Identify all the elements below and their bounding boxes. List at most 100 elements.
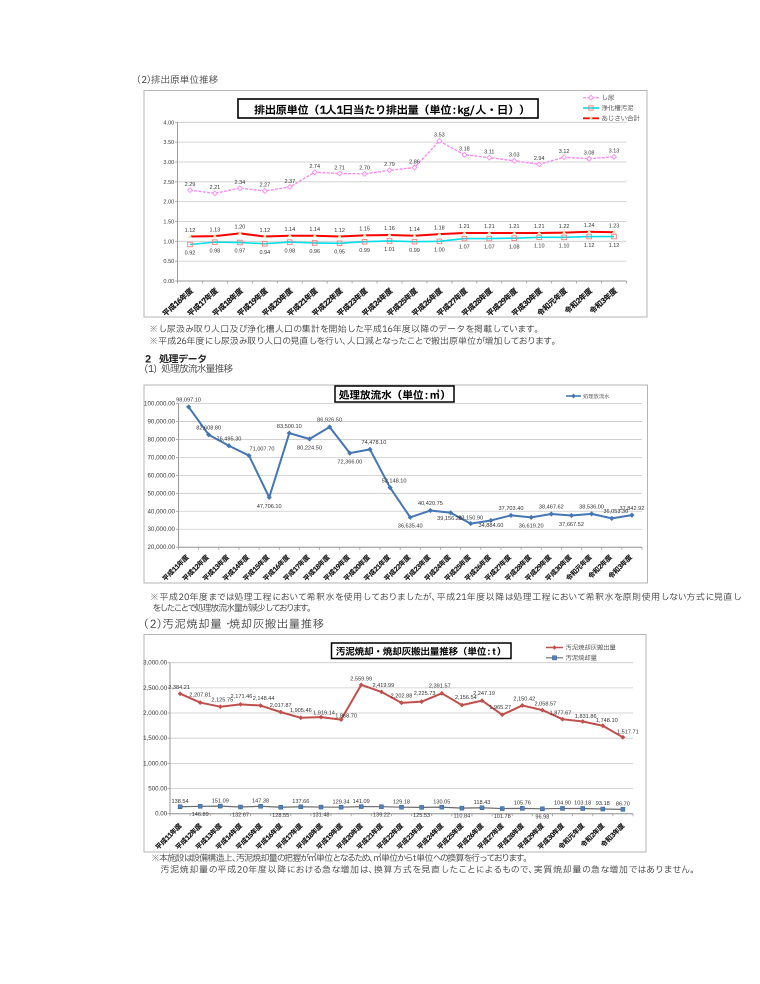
svg-text:80,000.00: 80,000.00 <box>147 436 175 443</box>
svg-text:3.18: 3.18 <box>459 147 470 153</box>
svg-text:1.12: 1.12 <box>259 228 270 234</box>
svg-text:86,926.50: 86,926.50 <box>317 418 342 424</box>
svg-text:2.27: 2.27 <box>259 183 270 189</box>
svg-text:2.34: 2.34 <box>235 180 246 186</box>
svg-text:2.00: 2.00 <box>163 200 174 206</box>
svg-text:30,000.00: 30,000.00 <box>147 526 175 533</box>
svg-text:1.10: 1.10 <box>534 244 545 250</box>
svg-text:0.99: 0.99 <box>359 248 370 254</box>
svg-text:1.20: 1.20 <box>235 225 246 231</box>
svg-text:1.22: 1.22 <box>559 224 570 230</box>
svg-text:1.21: 1.21 <box>534 224 545 230</box>
svg-text:50,000.00: 50,000.00 <box>147 490 175 497</box>
svg-text:34,884.60: 34,884.60 <box>478 523 503 529</box>
svg-text:1.00: 1.00 <box>434 248 445 254</box>
svg-text:1.00: 1.00 <box>163 239 174 245</box>
svg-text:2,384.21: 2,384.21 <box>168 685 190 691</box>
svg-text:96.98: 96.98 <box>535 814 549 820</box>
svg-text:47,706.10: 47,706.10 <box>257 504 282 510</box>
svg-text:2,391.57: 2,391.57 <box>429 683 451 689</box>
svg-text:98,097.10: 98,097.10 <box>176 398 201 404</box>
svg-text:1.13: 1.13 <box>210 227 221 233</box>
svg-text:1.21: 1.21 <box>509 224 520 230</box>
svg-text:83,500.10: 83,500.10 <box>277 424 302 430</box>
svg-text:37,667.52: 37,667.52 <box>559 522 584 528</box>
svg-text:105.76: 105.76 <box>514 801 531 807</box>
svg-text:38,536.00: 38,536.00 <box>579 505 604 511</box>
svg-text:1,000.00: 1,000.00 <box>143 760 168 767</box>
svg-text:0.98: 0.98 <box>284 248 295 254</box>
svg-text:72,366.00: 72,366.00 <box>337 460 362 466</box>
svg-text:118.43: 118.43 <box>474 800 491 806</box>
svg-text:100,000.00: 100,000.00 <box>144 401 176 408</box>
svg-text:1.07: 1.07 <box>484 245 495 251</box>
svg-text:1.21: 1.21 <box>484 224 495 230</box>
svg-text:3.08: 3.08 <box>584 151 595 157</box>
svg-text:1.12: 1.12 <box>334 228 345 234</box>
svg-text:1.10: 1.10 <box>559 244 570 250</box>
svg-text:0.95: 0.95 <box>334 250 345 256</box>
svg-text:36,619.20: 36,619.20 <box>519 524 544 530</box>
svg-text:138.54: 138.54 <box>172 799 189 805</box>
svg-text:2,247.19: 2,247.19 <box>473 691 495 697</box>
svg-text:1.14: 1.14 <box>309 227 320 233</box>
svg-text:2.70: 2.70 <box>359 166 370 172</box>
svg-text:1.07: 1.07 <box>459 245 470 251</box>
svg-text:151.09: 151.09 <box>212 798 229 804</box>
svg-text:2,156.54: 2,156.54 <box>455 695 477 701</box>
svg-text:2.74: 2.74 <box>309 164 320 170</box>
svg-text:36,053.30: 36,053.30 <box>603 509 628 515</box>
svg-text:1.14: 1.14 <box>284 227 295 233</box>
svg-text:93.18: 93.18 <box>596 801 610 807</box>
svg-text:2.94: 2.94 <box>534 156 545 162</box>
svg-text:2,207.81: 2,207.81 <box>189 693 211 699</box>
svg-text:0.94: 0.94 <box>259 250 270 256</box>
svg-text:131.48: 131.48 <box>312 813 329 819</box>
svg-text:1,831.86: 1,831.86 <box>575 714 597 720</box>
svg-text:1,868.70: 1,868.70 <box>335 714 357 720</box>
svg-text:2,058.57: 2,058.57 <box>535 702 557 708</box>
svg-text:129.18: 129.18 <box>393 799 410 805</box>
svg-text:1,517.71: 1,517.71 <box>617 729 639 735</box>
svg-text:2,500.00: 2,500.00 <box>143 685 168 692</box>
svg-text:110.84: 110.84 <box>454 814 471 820</box>
svg-text:1.12: 1.12 <box>609 243 620 249</box>
svg-text:1.16: 1.16 <box>384 226 395 232</box>
svg-text:2,148.44: 2,148.44 <box>253 696 275 702</box>
svg-text:2.79: 2.79 <box>384 162 395 168</box>
svg-text:1.01: 1.01 <box>384 247 395 253</box>
svg-text:141.09: 141.09 <box>353 799 370 805</box>
svg-text:125.53: 125.53 <box>413 813 430 819</box>
svg-text:1.50: 1.50 <box>163 220 174 226</box>
svg-text:2,225.73: 2,225.73 <box>414 691 436 697</box>
svg-text:2,017.87: 2,017.87 <box>270 703 292 709</box>
svg-text:500.00: 500.00 <box>148 786 167 793</box>
svg-text:2.71: 2.71 <box>334 165 345 171</box>
svg-text:137.66: 137.66 <box>292 799 309 805</box>
svg-text:1.24: 1.24 <box>584 223 595 229</box>
svg-text:74,478.10: 74,478.10 <box>361 440 386 446</box>
svg-text:132.67: 132.67 <box>232 813 249 819</box>
svg-text:39,156.20: 39,156.20 <box>437 516 462 522</box>
svg-text:1.08: 1.08 <box>509 244 520 250</box>
svg-text:1,500.00: 1,500.00 <box>143 735 168 742</box>
svg-text:3.03: 3.03 <box>509 153 520 159</box>
svg-text:70,000.00: 70,000.00 <box>147 454 175 461</box>
svg-text:0.92: 0.92 <box>185 251 196 257</box>
svg-text:128.55: 128.55 <box>272 813 289 819</box>
svg-text:38,467.62: 38,467.62 <box>539 505 564 511</box>
svg-text:0.96: 0.96 <box>309 249 320 255</box>
svg-text:1,748.10: 1,748.10 <box>596 718 618 724</box>
svg-text:147.38: 147.38 <box>252 799 269 805</box>
svg-text:2,000.00: 2,000.00 <box>143 710 168 717</box>
svg-text:1,965.27: 1,965.27 <box>489 705 511 711</box>
svg-text:139.22: 139.22 <box>373 812 390 818</box>
svg-text:37,842.92: 37,842.92 <box>619 506 644 512</box>
svg-text:33,150.90: 33,150.90 <box>458 516 483 522</box>
svg-text:1.15: 1.15 <box>359 227 370 233</box>
svg-text:40,000.00: 40,000.00 <box>147 508 175 515</box>
svg-text:103.18: 103.18 <box>574 801 591 807</box>
svg-text:3.11: 3.11 <box>484 149 494 155</box>
svg-text:80,224.50: 80,224.50 <box>297 445 322 451</box>
svg-text:4.00: 4.00 <box>163 120 174 126</box>
